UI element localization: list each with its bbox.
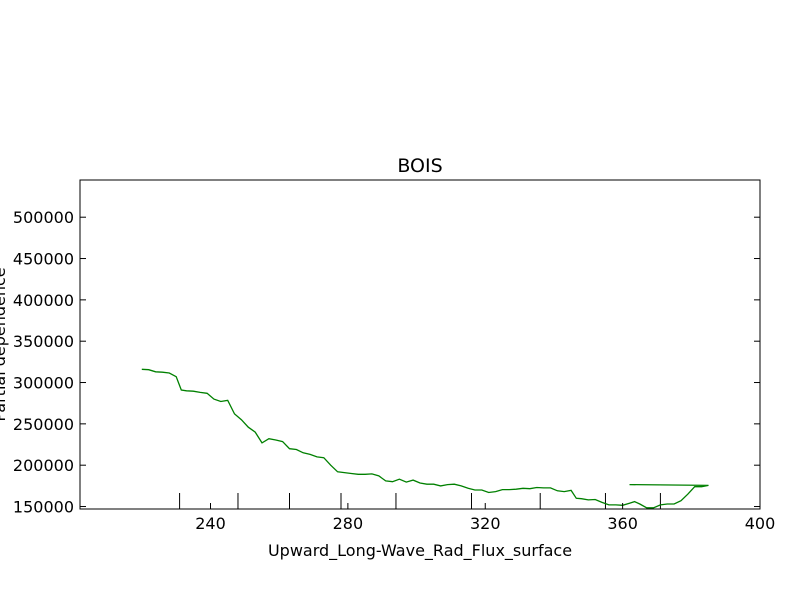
- y-tick-label: 450000: [13, 250, 74, 269]
- y-tick-label: 350000: [13, 332, 74, 351]
- x-axis-ticks: 240 280 320 360 400: [195, 503, 775, 533]
- series-line: [141, 368, 709, 509]
- x-tick-label: 400: [745, 514, 776, 533]
- chart-title: BOIS: [397, 155, 442, 177]
- y-tick-label: 400000: [13, 291, 74, 310]
- x-tick-label: 280: [333, 514, 364, 533]
- x-axis-label: Upward_Long-Wave_Rad_Flux_surface: [268, 541, 572, 561]
- x-tick-label: 320: [470, 514, 501, 533]
- y-tick-label: 150000: [13, 498, 74, 517]
- y-tick-label: 250000: [13, 415, 74, 434]
- x-tick-label: 360: [607, 514, 638, 533]
- x-tick-label: 240: [195, 514, 226, 533]
- rug-marks: [179, 493, 661, 509]
- y-axis-ticks: 150000 200000 250000 300000 350000 400000 4500…: [13, 208, 760, 517]
- y-tick-label: 500000: [13, 208, 74, 227]
- line-layer: [141, 368, 709, 509]
- y-axis-label: Partial dependence: [0, 267, 9, 421]
- plot-frame: [79, 179, 761, 510]
- y-tick-label: 200000: [13, 456, 74, 475]
- y-tick-label: 300000: [13, 374, 74, 393]
